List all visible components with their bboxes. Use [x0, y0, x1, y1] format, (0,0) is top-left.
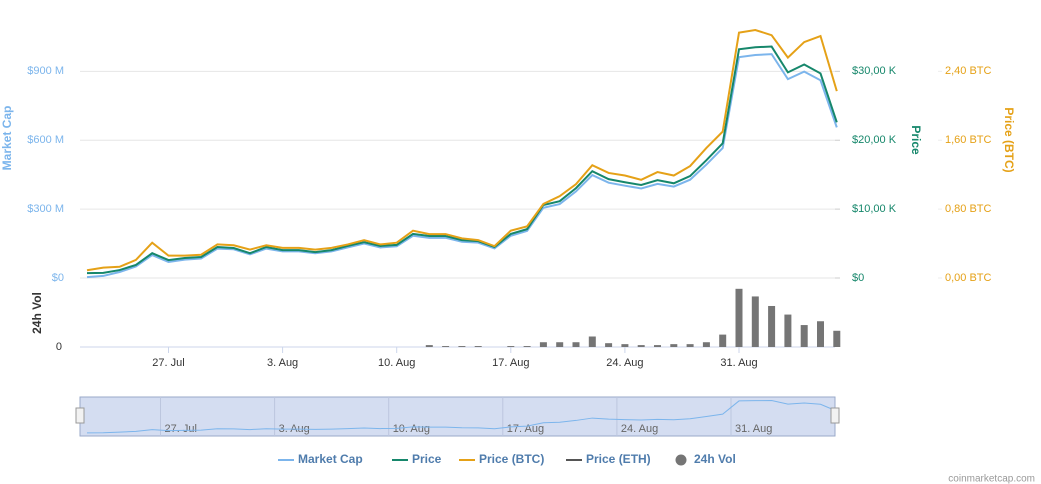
credit: coinmarketcap.com: [948, 474, 1035, 484]
x-tick-label: 31. Aug: [720, 357, 757, 369]
volume-bar: [621, 344, 629, 347]
volume-bar: [800, 325, 808, 347]
volume-bar: [442, 346, 450, 347]
navigator-label: 24. Aug: [621, 423, 658, 435]
legend-label[interactable]: Market Cap: [298, 452, 363, 466]
y2-tick-label: $0: [852, 272, 864, 284]
legend-label[interactable]: Price (ETH): [586, 452, 651, 466]
volume-bar: [474, 346, 482, 347]
volume-bar: [572, 342, 580, 347]
y3-tick-label: 1,60 BTC: [945, 134, 992, 146]
navigator-label: 31. Aug: [735, 423, 772, 435]
volume-bar: [556, 342, 564, 347]
volume-bar: [507, 346, 515, 347]
y2-tick-label: $20,00 K: [852, 134, 897, 146]
x-tick-label: 3. Aug: [267, 357, 298, 369]
volume-bar: [539, 342, 547, 347]
volume-bar: [654, 345, 661, 347]
volume-bar: [768, 305, 776, 347]
y-tick-label: $600 M: [27, 134, 64, 146]
navigator-line: [86, 399, 837, 434]
volume-bar: [523, 346, 531, 347]
y3-tick-label: 2,40 BTC: [945, 65, 992, 77]
navigator-handle[interactable]: [830, 407, 840, 424]
y-tick-label: $900 M: [27, 65, 64, 77]
volume-bar: [588, 336, 596, 347]
y3-axis-title: Price (BTC): [1002, 107, 1016, 172]
legend-label[interactable]: 24h Vol: [694, 452, 736, 466]
navigator-handle[interactable]: [75, 407, 85, 424]
volume-bar: [751, 296, 759, 347]
y2-axis-title: Price: [909, 125, 923, 155]
legend-symbol: [675, 454, 687, 466]
legend-label[interactable]: Price (BTC): [479, 452, 544, 466]
volume-bar: [670, 344, 678, 347]
volume-bar: [637, 345, 645, 347]
x-tick-label: 17. Aug: [492, 357, 529, 369]
volume-bar: [458, 346, 466, 347]
volume-bar: [425, 345, 433, 347]
navigator-label: 10. Aug: [393, 423, 430, 435]
volume-bar: [817, 321, 824, 347]
series-line: [86, 28, 838, 272]
x-tick-label: 24. Aug: [606, 357, 643, 369]
y3-tick-label: 0,80 BTC: [945, 203, 992, 215]
y3-tick-label: 0,00 BTC: [945, 272, 992, 284]
volume-bar: [735, 288, 743, 347]
y-tick-label: $300 M: [27, 203, 64, 215]
legend-label[interactable]: Price: [412, 452, 442, 466]
volume-bar: [605, 343, 613, 347]
x-tick-label: 27. Jul: [152, 357, 184, 369]
vol-axis-title: 24h Vol: [30, 292, 44, 334]
series-line: [86, 45, 838, 275]
y2-tick-label: $30,00 K: [852, 65, 897, 77]
navigator-label: 27. Jul: [165, 423, 197, 435]
x-tick-label: 10. Aug: [378, 357, 415, 369]
y-axis-title: Market Cap: [0, 106, 14, 171]
volume-bar: [719, 334, 727, 347]
volume-bar: [702, 342, 710, 347]
volume-bar: [686, 344, 694, 347]
y2-tick-label: $10,00 K: [852, 203, 897, 215]
series-line: [86, 53, 838, 279]
volume-bar: [833, 330, 841, 347]
navigator-label: 17. Aug: [507, 423, 544, 435]
volume-bar: [784, 314, 792, 347]
y-tick-label: $0: [52, 272, 64, 284]
vol-tick-label: 0: [56, 341, 62, 353]
